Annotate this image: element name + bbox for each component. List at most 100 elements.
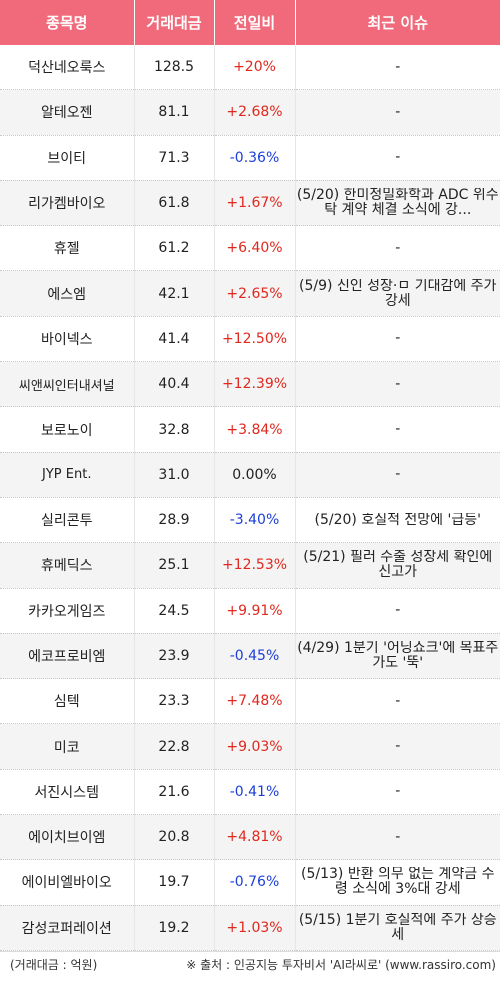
recent-issue-text: - (395, 422, 401, 438)
recent-issue: - (295, 361, 500, 408)
trading-volume: 128.5 (134, 45, 215, 91)
stock-name[interactable]: 바이넥스 (0, 316, 135, 363)
recent-issue: - (295, 89, 500, 136)
table-row[interactable]: 휴젤 61.2 +6.40% - (0, 225, 500, 272)
recent-issue: - (295, 406, 500, 453)
table-header: 종목명 거래대금 전일비 최근 이슈 (0, 0, 500, 45)
price-change: -0.45% (214, 633, 296, 680)
recent-issue-text: - (395, 104, 401, 120)
stock-name[interactable]: 서진시스템 (0, 769, 135, 816)
price-change: +1.03% (214, 905, 296, 951)
header-name: 종목명 (0, 0, 135, 45)
recent-issue: - (295, 316, 500, 363)
table-row[interactable]: 카카오게임즈 24.5 +9.91% - (0, 588, 500, 634)
stock-name[interactable]: 에코프로비엠 (0, 633, 135, 680)
price-change: +9.91% (214, 588, 296, 634)
recent-issue-text: (5/9) 신인 성장·ㅁ 기대감에 주가 강세 (299, 278, 497, 309)
recent-issue: - (295, 769, 500, 816)
table-row[interactable]: 리가켐바이오 61.8 +1.67% (5/20) 한미정밀화학과 ADC 위수탁 계… (0, 180, 500, 227)
trading-volume: 28.9 (134, 497, 215, 544)
stock-table: 종목명 거래대금 전일비 최근 이슈 덕산네오룩스 128.5 +20% - 알테오젠 8… (0, 0, 500, 951)
table-row[interactable]: 에이비엘바이오 19.7 -0.76% (5/13) 반환 의무 없는 계약금 수령 … (0, 859, 500, 906)
table-row[interactable]: 바이넥스 41.4 +12.50% - (0, 316, 500, 363)
recent-issue[interactable]: (4/29) 1분기 '어닝쇼크'에 목표주가도 '뚝' (295, 633, 500, 680)
stock-name[interactable]: 미코 (0, 723, 135, 770)
recent-issue: - (295, 45, 500, 91)
stock-name[interactable]: JYP Ent. (0, 452, 135, 498)
table-row[interactable]: 덕산네오룩스 128.5 +20% - (0, 45, 500, 91)
trading-volume: 40.4 (134, 361, 215, 408)
stock-name[interactable]: 에이치브이엠 (0, 814, 135, 861)
table-row[interactable]: 브이티 71.3 -0.36% - (0, 135, 500, 181)
recent-issue-text: (5/15) 1분기 호실적에 주가 상승세 (298, 912, 497, 943)
price-change: -3.40% (214, 497, 296, 544)
stock-name[interactable]: 리가켐바이오 (0, 180, 135, 227)
stock-name[interactable]: 에이비엘바이오 (0, 859, 135, 906)
trading-volume: 61.8 (134, 180, 215, 227)
table-row[interactable]: 감성코퍼레이션 19.2 +1.03% (5/15) 1분기 호실적에 주가 상승세 (0, 905, 500, 951)
price-change: -0.36% (214, 135, 296, 181)
stock-name[interactable]: 감성코퍼레이션 (0, 905, 135, 951)
table-row[interactable]: 에이치브이엠 20.8 +4.81% - (0, 814, 500, 861)
stock-name[interactable]: 덕산네오룩스 (0, 45, 135, 91)
recent-issue[interactable]: (5/13) 반환 의무 없는 계약금 수령 소식에 3%대 강세 (295, 859, 500, 906)
price-change: -0.41% (214, 769, 296, 816)
trading-volume: 19.2 (134, 905, 215, 951)
recent-issue-text: (4/29) 1분기 '어닝쇼크'에 목표주가도 '뚝' (297, 641, 499, 671)
stock-name[interactable]: 휴메딕스 (0, 542, 135, 589)
recent-issue-text: - (395, 59, 401, 75)
stock-name[interactable]: 실리콘투 (0, 497, 135, 544)
price-change: -0.76% (214, 859, 296, 906)
recent-issue: - (295, 225, 500, 272)
price-change: +2.68% (214, 89, 296, 136)
recent-issue[interactable]: (5/20) 호실적 전망에 '급등' (295, 497, 500, 544)
stock-name[interactable]: 카카오게임즈 (0, 588, 135, 634)
table-row[interactable]: 휴메딕스 25.1 +12.53% (5/21) 필러 수출 성장세 확인에 신고가 (0, 542, 500, 589)
stock-name[interactable]: 에스엠 (0, 270, 135, 317)
recent-issue: - (295, 723, 500, 770)
table-body: 덕산네오룩스 128.5 +20% - 알테오젠 81.1 +2.68% - 브이티 71.3 -0… (0, 45, 500, 951)
recent-issue[interactable]: (5/15) 1분기 호실적에 주가 상승세 (295, 905, 500, 951)
table-row[interactable]: 알테오젠 81.1 +2.68% - (0, 89, 500, 136)
trading-volume: 20.8 (134, 814, 215, 861)
stock-name[interactable]: 알테오젠 (0, 89, 135, 136)
recent-issue[interactable]: (5/21) 필러 수출 성장세 확인에 신고가 (295, 542, 500, 589)
recent-issue-text: - (395, 467, 401, 483)
stock-name[interactable]: 브이티 (0, 135, 135, 181)
stock-name[interactable]: 씨앤씨인터내셔널 (0, 361, 135, 408)
table-row[interactable]: 미코 22.8 +9.03% - (0, 723, 500, 770)
table-row[interactable]: JYP Ent. 31.0 0.00% - (0, 452, 500, 498)
trading-volume: 71.3 (134, 135, 215, 181)
price-change: +12.50% (214, 316, 296, 363)
stock-name[interactable]: 심텍 (0, 678, 135, 725)
source-note: ※ 출처 : 인공지능 투자비서 'AI라씨로' (www.rassiro.co… (186, 958, 496, 973)
table-row[interactable]: 보로노이 32.8 +3.84% - (0, 406, 500, 453)
stock-name[interactable]: 휴젤 (0, 225, 135, 272)
stock-name[interactable]: 보로노이 (0, 406, 135, 453)
trading-volume: 25.1 (134, 542, 215, 589)
header-issue: 최근 이슈 (295, 0, 500, 45)
header-row: 종목명 거래대금 전일비 최근 이슈 (0, 0, 500, 45)
recent-issue[interactable]: (5/9) 신인 성장·ㅁ 기대감에 주가 강세 (295, 270, 500, 317)
recent-issue-text: (5/20) 호실적 전망에 '급등' (314, 512, 481, 528)
table-row[interactable]: 에스엠 42.1 +2.65% (5/9) 신인 성장·ㅁ 기대감에 주가 강세 (0, 270, 500, 317)
price-change: +12.53% (214, 542, 296, 589)
table-row[interactable]: 씨앤씨인터내셔널 40.4 +12.39% - (0, 361, 500, 408)
table-row[interactable]: 실리콘투 28.9 -3.40% (5/20) 호실적 전망에 '급등' (0, 497, 500, 544)
table-row[interactable]: 에코프로비엠 23.9 -0.45% (4/29) 1분기 '어닝쇼크'에 목표주가도… (0, 633, 500, 680)
trading-volume: 32.8 (134, 406, 215, 453)
trading-volume: 23.9 (134, 633, 215, 680)
recent-issue[interactable]: (5/20) 한미정밀화학과 ADC 위수탁 계약 체결 소식에 강... (295, 180, 500, 227)
recent-issue: - (295, 814, 500, 861)
price-change: +3.84% (214, 406, 296, 453)
recent-issue: - (295, 135, 500, 181)
header-volume: 거래대금 (134, 0, 215, 45)
table-row[interactable]: 심텍 23.3 +7.48% - (0, 678, 500, 725)
price-change: +12.39% (214, 361, 296, 408)
trading-volume: 24.5 (134, 588, 215, 634)
table-row[interactable]: 서진시스템 21.6 -0.41% - (0, 769, 500, 816)
recent-issue-text: - (395, 829, 401, 845)
trading-volume: 31.0 (134, 452, 215, 498)
recent-issue-text: - (395, 376, 401, 392)
